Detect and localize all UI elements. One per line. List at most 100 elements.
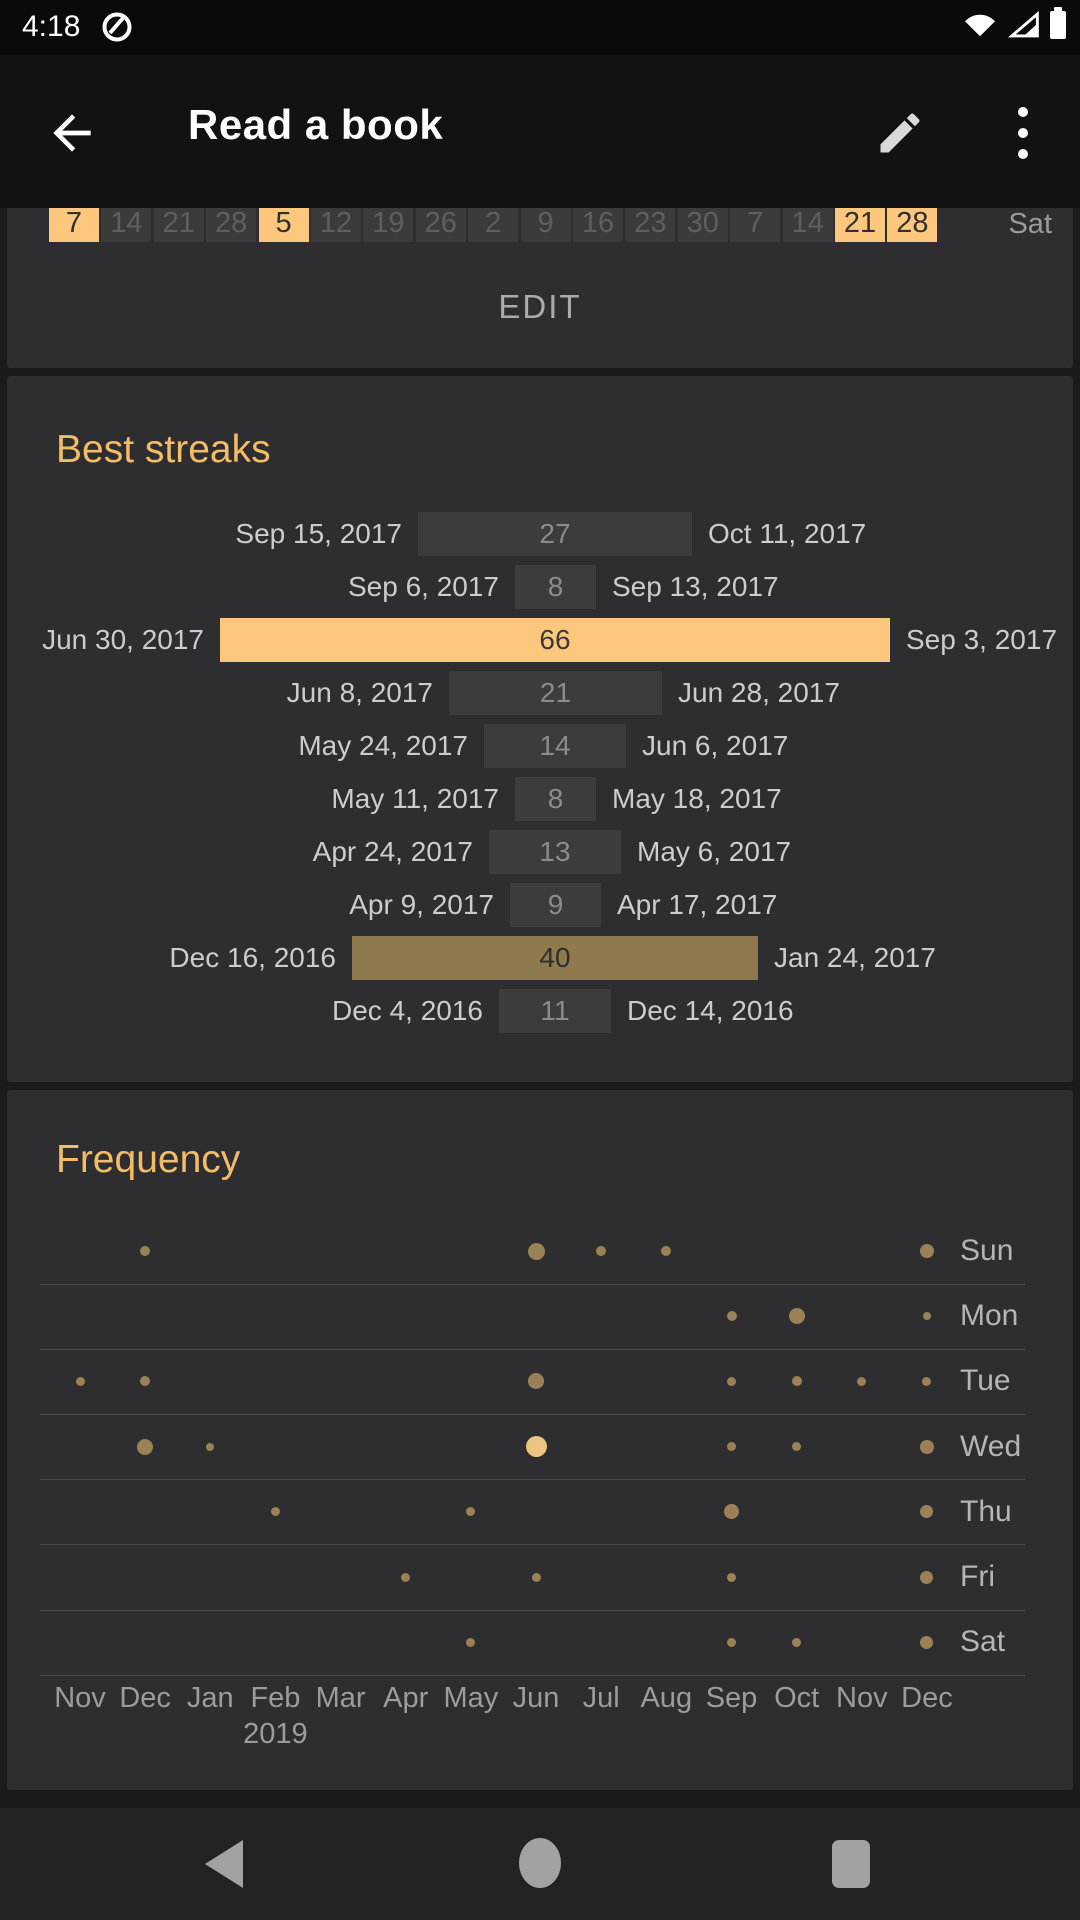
streak-start-date: May 11, 2017 [331, 783, 499, 814]
calendar-cell[interactable]: 28 [206, 208, 257, 242]
frequency-dot [528, 1373, 545, 1390]
calendar-cell[interactable]: 5 [258, 208, 309, 242]
frequency-dot [724, 1504, 739, 1520]
streak-end-date: Jun 28, 2017 [678, 677, 840, 708]
frequency-dot [527, 1242, 545, 1260]
edit-pencil-icon[interactable] [874, 107, 926, 159]
streak-end-date: Sep 13, 2017 [612, 571, 779, 602]
frequency-dot [137, 1438, 154, 1455]
frequency-dot [401, 1572, 411, 1582]
streak-bar: 8 [515, 565, 596, 609]
frequency-dot [920, 1505, 934, 1519]
battery-icon [1050, 7, 1066, 39]
streak-end-date: May 6, 2017 [637, 836, 792, 867]
calendar-cell[interactable]: 26 [415, 208, 466, 242]
frequency-month-label: Nov [54, 1682, 106, 1714]
streak-end-date: May 18, 2017 [612, 783, 782, 814]
streak-row: Sep 15, 2017 27 Oct 11, 2017 [7, 512, 1073, 556]
streak-row: Apr 24, 2017 13 May 6, 2017 [7, 830, 1073, 874]
calendar-cell[interactable]: 7 [49, 208, 99, 242]
streak-row: Sep 6, 2017 8 Sep 13, 2017 [7, 565, 1073, 609]
streak-start-date: Sep 6, 2017 [347, 571, 499, 602]
row-divider [40, 1544, 1025, 1546]
status-time: 4:18 [22, 10, 81, 43]
streak-row: May 24, 2017 14 Jun 6, 2017 [7, 724, 1073, 768]
frequency-month-label: Sep [705, 1682, 758, 1714]
calendar-cell[interactable]: 14 [782, 208, 833, 242]
frequency-month-label: Nov [836, 1682, 888, 1714]
calendar-card: 7 14 21 28 5 12 19 26 2 9 16 23 30 7 14 21 28 Sat EDIT [7, 208, 1073, 368]
frequency-dot [727, 1572, 736, 1582]
frequency-day-label: Wed [960, 1429, 1022, 1463]
frequency-dot [466, 1507, 476, 1517]
streak-start-date: Jun 30, 2017 [42, 624, 204, 655]
calendar-cell[interactable]: 23 [625, 208, 676, 242]
streak-row: Dec 16, 2016 40 Jan 24, 2017 [7, 936, 1073, 980]
frequency-month-label: Dec [119, 1682, 171, 1714]
streak-start-date: May 24, 2017 [298, 730, 468, 761]
frequency-month-label: Oct [774, 1682, 820, 1714]
frequency-month-label: Dec [901, 1682, 953, 1714]
frequency-day-label: Tue [960, 1364, 1011, 1398]
app-bar: Read a book [0, 55, 1080, 208]
frequency-month-label: Jan [186, 1682, 234, 1714]
frequency-dot [727, 1442, 736, 1452]
streak-end-date: Jun 6, 2017 [642, 730, 789, 761]
frequency-dot [920, 1570, 934, 1584]
streak-bar: 14 [484, 724, 626, 768]
calendar-cell[interactable]: 12 [311, 208, 361, 242]
streak-bar: 40 [352, 936, 758, 980]
row-divider [40, 1609, 1025, 1611]
wifi-icon [965, 14, 995, 37]
streak-row: Apr 9, 2017 9 Apr 17, 2017 [7, 883, 1073, 927]
frequency-day-label: Fri [960, 1560, 995, 1593]
calendar-cell[interactable]: 9 [520, 208, 571, 242]
calendar-cell[interactable]: 19 [363, 208, 414, 242]
frequency-month-label: Aug [640, 1682, 693, 1714]
frequency-dot [727, 1376, 736, 1386]
calendar-cell[interactable]: 21 [153, 208, 204, 242]
calendar-cell[interactable]: 14 [101, 208, 152, 242]
streak-bar: 11 [499, 989, 611, 1033]
calendar-cell[interactable]: 30 [677, 208, 728, 242]
nav-recents-button[interactable] [791, 1808, 911, 1920]
edit-button[interactable]: EDIT [7, 280, 1073, 334]
frequency-month-label: Mar [315, 1682, 366, 1714]
calendar-cell[interactable]: 16 [573, 208, 623, 242]
streak-end-date: Jan 24, 2017 [774, 942, 936, 973]
streak-bar: 8 [515, 777, 596, 821]
navigation-bar [0, 1808, 1080, 1920]
frequency-dot [919, 1244, 934, 1258]
overflow-menu-icon[interactable] [1000, 103, 1044, 163]
frequency-dot [922, 1312, 931, 1321]
nav-home-button[interactable] [480, 1808, 600, 1920]
back-triangle-icon [205, 1840, 243, 1888]
streak-start-date: Apr 9, 2017 [349, 889, 494, 920]
best-streaks-title: Best streaks [56, 428, 271, 471]
streak-row: May 11, 2017 8 May 18, 2017 [7, 777, 1073, 821]
streak-end-date: Apr 17, 2017 [617, 889, 778, 920]
streak-end-date: Oct 11, 2017 [708, 518, 867, 549]
frequency-dot [792, 1637, 802, 1647]
frequency-month-label: Jul [582, 1682, 620, 1714]
streak-row: Dec 4, 2016 11 Dec 14, 2016 [7, 989, 1073, 1033]
streak-end-date: Dec 14, 2016 [627, 995, 794, 1026]
streak-start-date: Jun 8, 2017 [286, 677, 433, 708]
frequency-card: Frequency Sun Mon Tue Wed Thu Fri Sat Nov Dec Ja… [7, 1090, 1073, 1790]
calendar-cell[interactable]: 28 [887, 208, 938, 242]
frequency-day-label: Thu [960, 1494, 1012, 1528]
calendar-cell[interactable]: 21 [835, 208, 885, 242]
frequency-dot [270, 1507, 280, 1517]
back-arrow-icon[interactable] [44, 105, 100, 161]
calendar-cell[interactable]: 2 [468, 208, 519, 242]
frequency-day-label: Sun [960, 1234, 1014, 1267]
streak-bar: 9 [510, 883, 601, 927]
frequency-month-label: May [443, 1682, 499, 1714]
frequency-dot [788, 1308, 805, 1325]
streak-start-date: Dec 4, 2016 [332, 995, 483, 1026]
calendar-cell[interactable]: 7 [730, 208, 781, 242]
frequency-day-label: Sat [960, 1625, 1006, 1659]
frequency-dot [140, 1246, 151, 1256]
frequency-dot [922, 1376, 932, 1386]
nav-back-button[interactable] [167, 1808, 287, 1920]
